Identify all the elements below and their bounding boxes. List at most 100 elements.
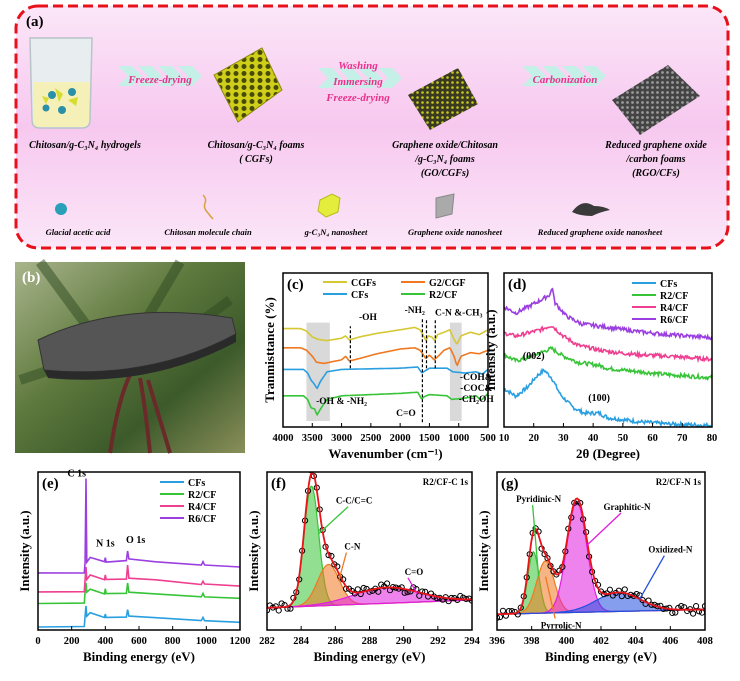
- panel-b-photo: (b): [15, 259, 245, 454]
- stage-cgf-label: Chitosan/g-C₃N₄ foams: [208, 140, 305, 151]
- g-c3n4-nanosheet-icon: [317, 193, 341, 218]
- x-tick-label: 288: [362, 636, 378, 647]
- series-line-cgfs: [283, 326, 488, 345]
- x-axis-label: 2θ (Degree): [576, 446, 640, 461]
- annotation: C-N &-CH₃: [435, 308, 483, 318]
- peak-label-arrow: [531, 505, 540, 577]
- x-axis-label: Binding energy (eV): [83, 649, 195, 664]
- x-tick-label: 600: [131, 636, 147, 647]
- data-point: [606, 586, 614, 593]
- legend-rgo: Reduced graphene oxide nanosheet: [537, 227, 663, 237]
- data-point: [275, 607, 282, 614]
- data-point: [517, 604, 524, 611]
- series-line-cfs: [283, 366, 488, 390]
- y-axis-label: Intensity (a.u.): [17, 510, 32, 591]
- cgf-foam-image: [213, 47, 283, 123]
- x-tick-label: 402: [593, 636, 609, 647]
- x-tick-label: 3000: [331, 433, 352, 444]
- legend-label: CFs: [660, 279, 677, 290]
- process-arrow-chevron: [562, 66, 586, 86]
- data-point: [621, 586, 628, 593]
- series-line-r2-cf: [38, 582, 240, 605]
- x-tick-label: 294: [464, 636, 481, 647]
- peak-label-arrow: [638, 555, 665, 601]
- x-tick-label: 30: [558, 433, 569, 444]
- rgo-cf-foam-image: [612, 65, 700, 135]
- x-tick-label: 1000: [448, 433, 469, 444]
- panel-a-schematic: (a) Freeze-drying Washing Immersing Free…: [14, 4, 730, 250]
- legend-chitosan-chain: Chitosan molecule chain: [164, 227, 252, 237]
- data-point: [366, 588, 373, 595]
- annotation: -NH₂: [405, 306, 425, 316]
- chart-c: 4000 3500 3000 2500 2000 1500 1000 500 Wavenumbe…: [262, 272, 496, 461]
- chart-g: Pyridinic-N Pyrrolic-N Graphitic-N Oxidized…: [476, 471, 713, 664]
- step-immersing: Immersing: [332, 76, 383, 88]
- series-line-cfs: [38, 605, 240, 628]
- legend-label: R2/CF: [429, 290, 457, 301]
- x-tick-label: 400: [558, 636, 574, 647]
- x-tick-label: 406: [662, 636, 678, 647]
- x-tick-label: 2500: [360, 433, 381, 444]
- process-arrows: [118, 66, 606, 88]
- data-point: [502, 612, 510, 619]
- peak-label-arrow: [338, 552, 348, 582]
- x-tick-label: 60: [647, 433, 658, 444]
- peak-label: C-C/C=C: [336, 496, 373, 506]
- charts: 4000 3500 3000 2500 2000 1500 1000 500Wavenumbe…: [17, 272, 717, 664]
- panel-label: (c): [287, 277, 304, 293]
- panel-label: (f): [271, 476, 286, 492]
- process-arrow-chevron: [138, 66, 162, 86]
- fit-envelope-line: [267, 472, 472, 609]
- series-line-r4-cf: [504, 325, 712, 364]
- x-tick-label: 1500: [419, 433, 440, 444]
- legend-acetic-acid: Glacial acetic acid: [46, 227, 111, 237]
- legend-label: R6/CF: [660, 315, 688, 326]
- step-washing: Washing: [338, 60, 378, 72]
- y-axis-label: Intensity (a.u.): [483, 309, 498, 390]
- annotation: N 1s: [96, 538, 115, 549]
- plot-area: [504, 287, 712, 427]
- stage-go-cgf-abbr: (GO/CGFs): [421, 168, 469, 179]
- annotation: -COH&: [460, 373, 493, 383]
- data-point: [669, 609, 676, 617]
- x-tick-label: 10: [499, 433, 510, 444]
- peak-label-arrow: [317, 506, 349, 535]
- annotation: -COC&: [460, 384, 492, 394]
- chitosan-chain-icon: [202, 194, 214, 220]
- data-point: [701, 602, 705, 610]
- series-line-cfs: [504, 368, 712, 427]
- step-freeze-drying: Freeze-drying: [127, 74, 192, 86]
- legend-label: R4/CF: [660, 303, 688, 314]
- peak-label: C=O: [405, 567, 424, 577]
- stage-go-cgf-label: Graphene oxide/Chitosan: [392, 140, 498, 151]
- y-axis-label: Intensity (a.u.): [476, 510, 491, 591]
- fit-envelope-line: [497, 497, 705, 616]
- go-cgf-foam-image: [408, 68, 478, 130]
- x-tick-label: 3500: [302, 433, 323, 444]
- plot-area: [267, 472, 472, 614]
- annotation: -OH & -NH₂: [316, 397, 367, 407]
- series-line-r4-cf: [38, 565, 240, 593]
- x-axis-label: Wavenumber (cm⁻¹): [328, 446, 442, 461]
- data-point: [678, 603, 685, 610]
- process-arrow-chevron: [338, 68, 362, 88]
- stage-go-cgf-label-2: /g-C₃N₄ foams: [414, 154, 475, 165]
- shaded-band: [306, 322, 330, 421]
- stage-hydrogel-label: Chitosan/g-C₃N₄ hydrogels: [29, 140, 141, 151]
- peak-label: Graphitic-N: [604, 502, 651, 512]
- plot-frame: [282, 272, 489, 428]
- x-tick-label: 50: [618, 433, 629, 444]
- legend-label: R6/CF: [188, 514, 216, 525]
- peak-label-arrow: [585, 512, 622, 547]
- stage-rgo-cf-abbr: (RGO/CFs): [632, 168, 680, 179]
- annotation: -CH₂OH: [459, 395, 495, 405]
- panel-label: (d): [508, 277, 526, 293]
- stage-rgo-cf-label-2: /carbon foams: [625, 154, 685, 165]
- peak-label: Pyrrolic-N: [541, 621, 582, 631]
- legend-label: CFs: [351, 290, 368, 301]
- data-point: [401, 589, 408, 596]
- annotation: (100): [588, 393, 610, 404]
- series-line-g2-cgf: [283, 346, 488, 367]
- x-tick-label: 200: [64, 636, 80, 647]
